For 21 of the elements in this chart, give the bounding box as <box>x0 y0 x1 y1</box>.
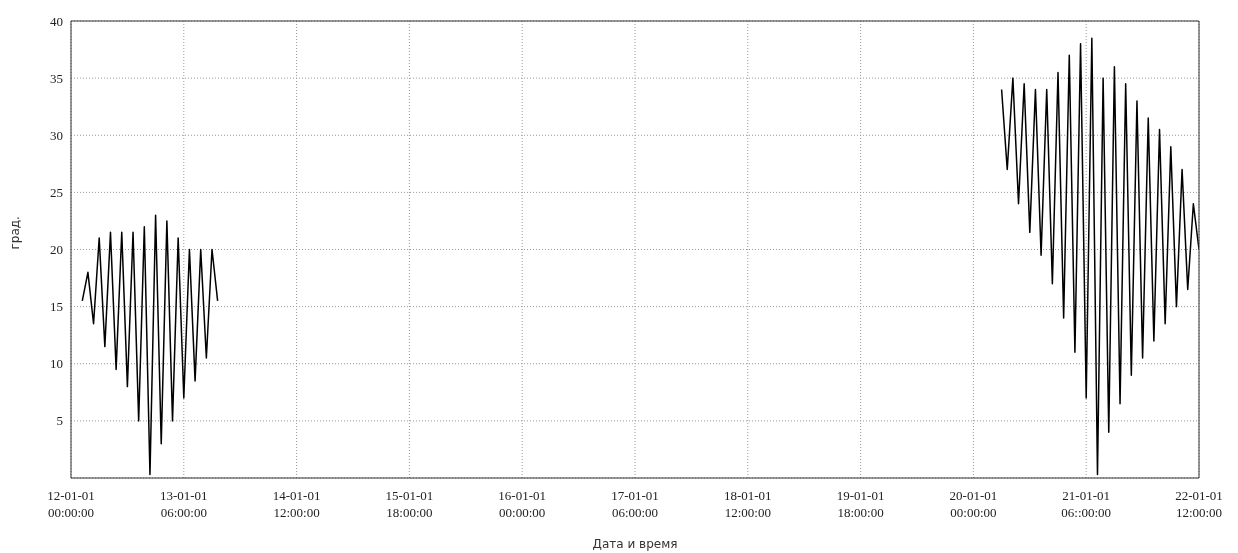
y-axis-title: град. <box>8 216 23 250</box>
x-axis-title: Дата и время <box>592 537 678 551</box>
x-tick-label: 15-01-01 18:00:00 <box>385 488 434 520</box>
y-tick-label: 35 <box>50 70 63 86</box>
y-tick-label: 10 <box>50 356 63 372</box>
x-tick-label: 22-01-01 12:00:00 <box>1175 488 1223 520</box>
y-tick-label: 5 <box>56 413 63 429</box>
y-tick-label: 30 <box>50 127 63 143</box>
x-tick-label: 20-01-01 00:00:00 <box>949 488 998 520</box>
x-tick-label: 18-01-01 12:00:00 <box>723 488 772 520</box>
x-tick-label: 14-01-01 12:00:00 <box>272 488 321 520</box>
x-tick-label: 21-01-01 06::00:00 <box>1061 488 1112 520</box>
y-tick-label: 20 <box>50 242 63 258</box>
x-tick-label: 13-01-01 06:00:00 <box>159 488 208 520</box>
x-tick-label: 17-01-01 06:00:00 <box>611 488 659 520</box>
y-tick-label: 15 <box>50 299 63 315</box>
x-tick-label: 12-01-01 00:00:00 <box>47 488 95 520</box>
x-tick-label: 16-01-01 00:00:00 <box>498 488 547 520</box>
x-tick-label: 19-01-01 18:00:00 <box>836 488 885 520</box>
y-tick-label: 25 <box>50 184 63 200</box>
y-tick-label: 40 <box>50 13 63 29</box>
